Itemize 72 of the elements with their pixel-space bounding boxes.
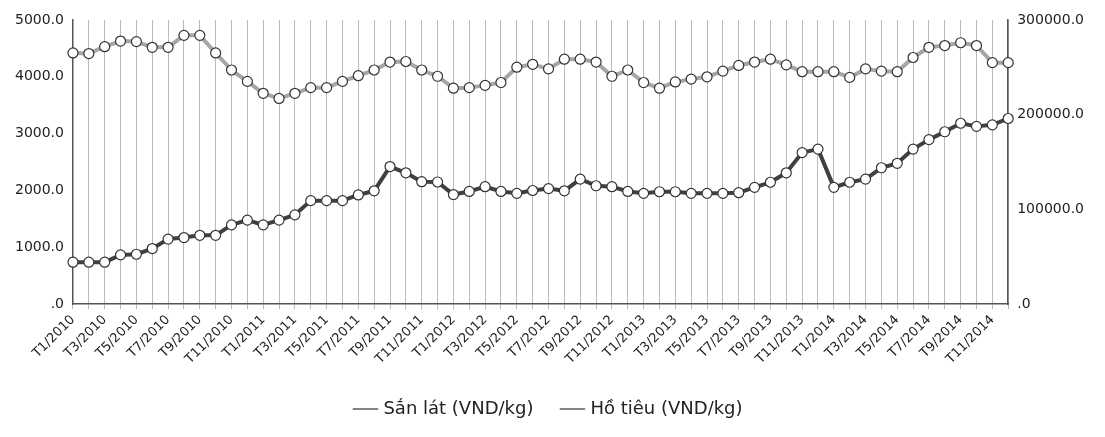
point — [162, 233, 174, 245]
point — [321, 195, 333, 207]
point — [590, 180, 602, 192]
point — [859, 173, 872, 185]
y2-tick-label: 100000.0 — [1017, 200, 1085, 217]
point — [796, 147, 808, 159]
y-tick-label: 1000.0 — [14, 237, 64, 254]
point — [923, 134, 935, 146]
y-tick-label: 2000.0 — [14, 181, 64, 198]
point — [542, 183, 555, 195]
point — [511, 187, 523, 199]
point — [99, 256, 111, 268]
point — [114, 249, 127, 261]
point — [955, 117, 967, 129]
point — [305, 195, 317, 207]
point — [638, 187, 650, 199]
point — [463, 185, 475, 198]
y-tick-label: .0 — [50, 294, 64, 311]
point — [178, 231, 190, 244]
point — [416, 176, 428, 188]
point — [210, 229, 222, 241]
y2-tick-label: 300000.0 — [1017, 10, 1085, 27]
y2-tick-label: 200000.0 — [1017, 105, 1085, 122]
point — [939, 126, 951, 138]
point — [558, 185, 570, 197]
point — [685, 187, 697, 199]
point — [241, 214, 253, 226]
point — [875, 162, 887, 174]
point — [717, 187, 729, 199]
y2-tick-label: .0 — [1017, 294, 1031, 311]
point — [368, 185, 380, 197]
point — [828, 181, 840, 193]
point — [764, 176, 777, 188]
point — [447, 188, 460, 201]
point — [970, 120, 983, 132]
point — [1002, 112, 1014, 125]
point — [733, 187, 745, 199]
point — [431, 176, 444, 188]
point — [907, 143, 919, 155]
point — [748, 181, 761, 193]
legend-label: Hồ tiêu (VND/kg) — [590, 396, 743, 418]
point — [527, 184, 539, 197]
point — [83, 256, 95, 268]
point — [257, 219, 269, 231]
point — [495, 185, 507, 198]
point — [574, 173, 586, 185]
y-tick-label: 5000.0 — [14, 10, 64, 27]
point — [336, 195, 349, 207]
point — [780, 167, 792, 179]
point — [67, 256, 79, 268]
point — [479, 181, 491, 193]
point — [669, 186, 681, 198]
point — [891, 157, 903, 169]
point — [352, 189, 364, 201]
point — [225, 219, 238, 231]
point — [653, 186, 666, 198]
point — [289, 209, 301, 221]
y-tick-label: 3000.0 — [14, 124, 64, 141]
point — [273, 214, 285, 226]
point — [986, 119, 998, 131]
point — [606, 181, 618, 193]
point — [844, 176, 856, 188]
point — [622, 185, 634, 198]
point — [194, 229, 206, 241]
legend-label: Sắn lát (VND/kg) — [383, 396, 534, 418]
point — [400, 167, 412, 179]
point — [701, 187, 713, 199]
point — [812, 143, 824, 155]
point — [130, 248, 142, 260]
point — [146, 242, 158, 255]
y-tick-label: 4000.0 — [14, 67, 64, 84]
point — [384, 160, 396, 173]
